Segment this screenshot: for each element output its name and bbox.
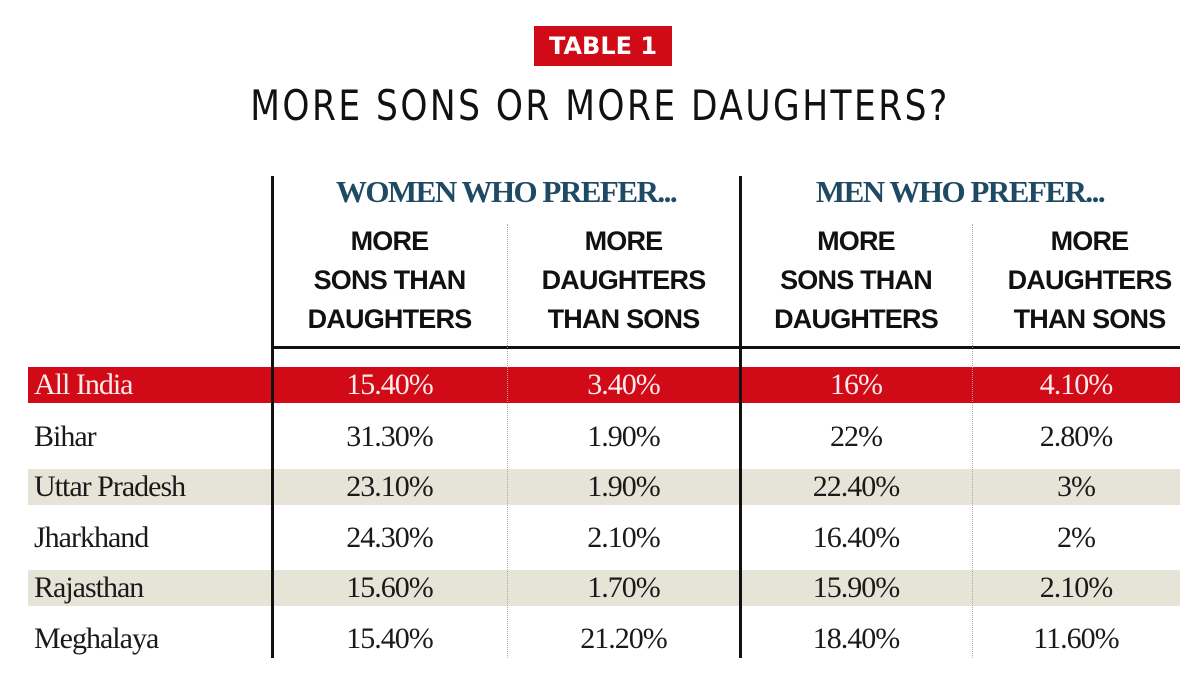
value-cell: 2% [1057, 521, 1096, 554]
men-column-divider [972, 224, 973, 658]
value-cell: 1.90% [587, 470, 661, 503]
value-cell: 15.40% [346, 622, 434, 655]
header-line: SONS THAN [780, 265, 933, 295]
value-cell: 16.40% [812, 521, 901, 554]
column-header-men-more-daughters: MORE DAUGHTERS THAN SONS [972, 222, 1200, 339]
state-name: All India [34, 368, 133, 401]
header-line: MORE [584, 226, 664, 256]
header-divider [272, 346, 1180, 349]
value-cell: 1.90% [587, 420, 661, 453]
column-header-women-more-daughters: MORE DAUGHTERS THAN SONS [507, 222, 740, 339]
state-column-divider [271, 176, 274, 658]
header-line: THAN SONS [547, 304, 701, 334]
women-column-divider [507, 224, 508, 658]
value-cell: 2.80% [1039, 420, 1114, 453]
value-cell: 24.30% [346, 521, 434, 554]
value-cell: 2.10% [1039, 571, 1114, 604]
table-row-all-india: All India 15.40% 3.40% 16% 4.10% [28, 367, 1180, 403]
column-header-men-more-sons: MORE SONS THAN DAUGHTERS [740, 222, 972, 339]
page-title: MORE SONS OR MORE DAUGHTERS? [250, 81, 950, 130]
men-group-heading: MEN WHO PREFER... [815, 174, 1106, 209]
value-cell: 15.60% [346, 571, 434, 604]
header-line: DAUGHTERS [541, 265, 707, 295]
table-row: Uttar Pradesh 23.10% 1.90% 22.40% 3% [28, 469, 1180, 505]
table-row: Rajasthan 15.60% 1.70% 15.90% 2.10% [28, 570, 1180, 606]
header-line: SONS THAN [313, 265, 467, 295]
state-name: Meghalaya [34, 622, 159, 655]
value-cell: 4.10% [1039, 368, 1114, 401]
table-row: Meghalaya 15.40% 21.20% 18.40% 11.60% [28, 621, 1180, 657]
value-cell: 3% [1057, 470, 1096, 503]
header-line: MORE [350, 226, 430, 256]
value-cell: 23.10% [346, 470, 434, 503]
value-cell: 3.40% [587, 368, 661, 401]
column-header-women-more-sons: MORE SONS THAN DAUGHTERS [272, 222, 507, 339]
table-badge: TABLE 1 [534, 26, 672, 66]
state-name: Uttar Pradesh [34, 470, 186, 503]
group-divider [739, 176, 742, 658]
value-cell: 1.70% [587, 571, 661, 604]
value-cell: 22% [830, 420, 883, 453]
header-line: DAUGHTERS [307, 304, 473, 334]
value-cell: 15.40% [346, 368, 434, 401]
women-group-heading: WOMEN WHO PREFER... [335, 174, 678, 209]
state-name: Jharkhand [34, 521, 149, 554]
value-cell: 2.10% [587, 521, 661, 554]
value-cell: 22.40% [812, 470, 901, 503]
header-line: MORE [1050, 226, 1130, 256]
header-line: MORE [817, 226, 896, 256]
table-row: Jharkhand 24.30% 2.10% 16.40% 2% [28, 520, 1180, 556]
value-cell: 21.20% [580, 622, 668, 655]
table-row: Bihar 31.30% 1.90% 22% 2.80% [28, 419, 1180, 455]
value-cell: 18.40% [812, 622, 901, 655]
state-name: Bihar [34, 420, 97, 453]
value-cell: 16% [830, 368, 883, 401]
value-cell: 15.90% [812, 571, 901, 604]
header-line: DAUGHTERS [1007, 265, 1173, 295]
value-cell: 11.60% [1033, 622, 1119, 655]
header-line: DAUGHTERS [774, 304, 939, 334]
value-cell: 31.30% [346, 420, 434, 453]
state-name: Rajasthan [34, 571, 144, 604]
header-line: THAN SONS [1013, 304, 1167, 334]
